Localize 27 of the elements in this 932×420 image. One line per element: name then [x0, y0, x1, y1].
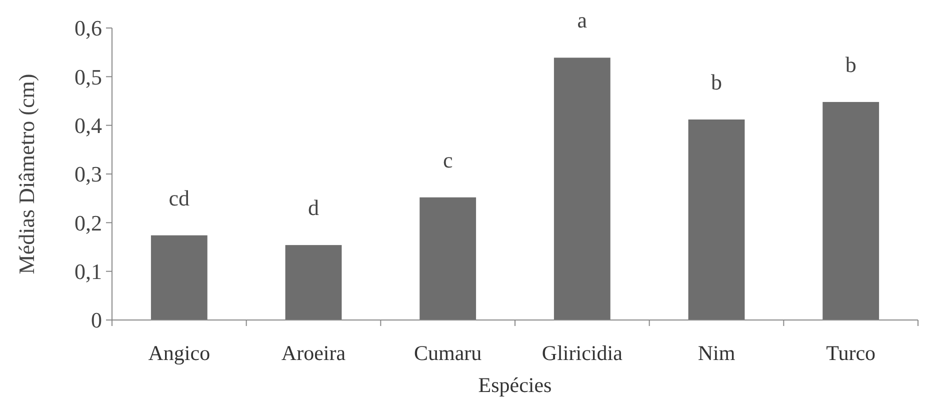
bar: [285, 245, 342, 320]
annotation: b: [845, 52, 856, 77]
bar: [688, 119, 745, 320]
x-tick-label: Nim: [698, 341, 736, 365]
x-tick-label: Cumaru: [414, 341, 482, 365]
x-tick-label: Aroeira: [281, 341, 346, 365]
y-tick-label: 0,3: [74, 162, 102, 187]
annotation: a: [577, 8, 588, 33]
y-tick-label: 0: [91, 308, 102, 333]
y-axis-title: Médias Diâmetro (cm): [14, 74, 39, 274]
bar: [150, 235, 208, 320]
y-tick-label: 0,2: [74, 210, 102, 236]
annotation: cd: [168, 185, 190, 210]
bar: [554, 58, 610, 320]
bar: [420, 197, 476, 320]
y-tick-label: 0,6: [74, 16, 102, 41]
y-tick-label: 0,1: [74, 259, 102, 284]
x-tick-label: Angico: [148, 341, 210, 365]
annotation: d: [308, 195, 319, 220]
annotation: b: [711, 69, 722, 94]
x-axis-title: Espécies: [478, 373, 552, 397]
bar: [822, 102, 880, 320]
x-tick-label: Turco: [826, 341, 876, 365]
y-tick-label: 0,5: [74, 64, 102, 90]
x-tick-label: Gliricidia: [542, 341, 624, 365]
annotation: c: [442, 147, 453, 172]
y-tick-label: 0,4: [74, 113, 102, 138]
